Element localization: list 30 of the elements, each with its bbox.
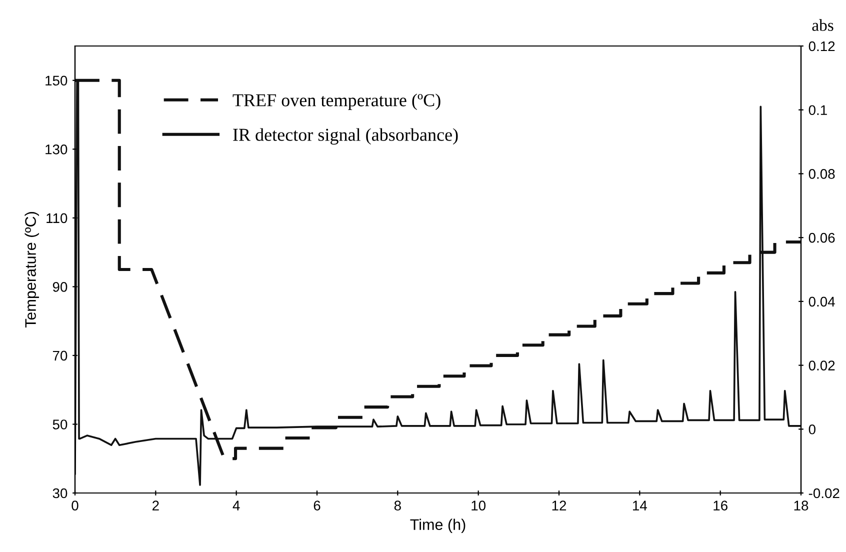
y2-tick-label: 0.04: [808, 296, 835, 307]
y-tick-label: 50: [52, 420, 68, 430]
x-tick-label: 14: [633, 500, 647, 510]
y-tick-label: 70: [52, 350, 68, 361]
y2-tick-label: 0.12: [808, 41, 835, 52]
x-tick-label: 0: [72, 500, 78, 510]
x-tick-label: 2: [152, 500, 159, 510]
x-axis-title: Time (h): [410, 518, 466, 534]
y2-tick-label: -0.02: [808, 488, 840, 498]
y-tick-label: 90: [52, 282, 68, 292]
y2-tick-label: 0.06: [808, 232, 835, 243]
y2-tick-label: 0.1: [808, 105, 827, 116]
x-tick-label: 4: [232, 500, 240, 510]
y2-tick-label: 0.02: [808, 360, 835, 370]
x-tick-label: 12: [552, 500, 566, 510]
y-tick-label: 110: [46, 213, 68, 224]
y2-tick-label: 0.08: [808, 169, 835, 179]
x-tick-label: 10: [472, 500, 486, 510]
y-tick-label: 30: [52, 488, 68, 498]
legend-label: TREF oven temperature (ºC): [232, 94, 440, 110]
y2-tick-label: 0: [808, 424, 816, 434]
y-tick-label: 150: [46, 76, 68, 86]
legend-label: IR detector signal (absorbance): [233, 128, 458, 145]
y-axis-title: Temperature (ºC): [24, 212, 39, 328]
y2-axis-title: abs: [812, 19, 834, 31]
x-tick-label: 6: [314, 500, 320, 510]
x-tick-label: 8: [394, 500, 401, 510]
x-tick-label: 18: [794, 500, 808, 510]
y-tick-label: 130: [46, 144, 68, 154]
x-tick-label: 16: [714, 500, 728, 510]
